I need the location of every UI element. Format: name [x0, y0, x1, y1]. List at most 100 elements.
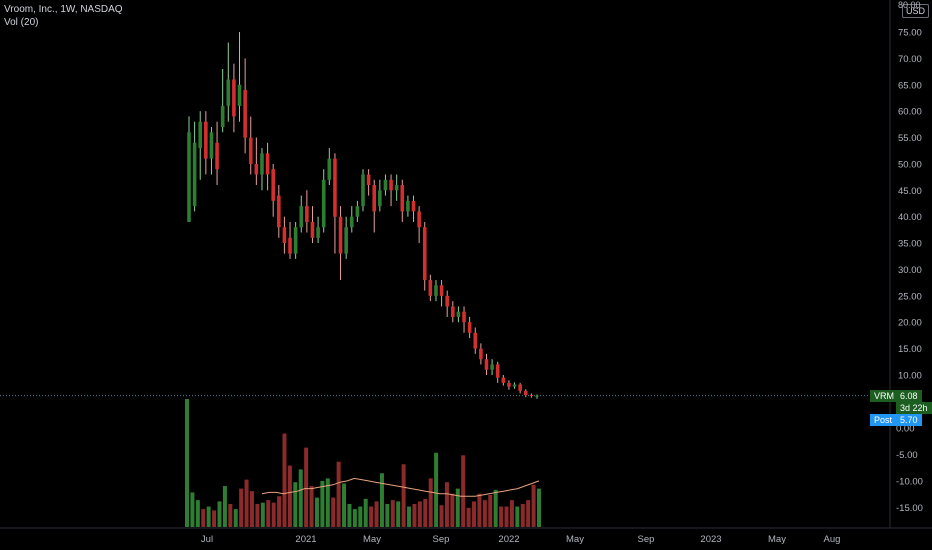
candle-body	[232, 79, 236, 117]
volume-bar	[271, 502, 276, 527]
volume-bar	[314, 497, 319, 527]
price-tick-label: 10.00	[898, 371, 922, 382]
price-tick-label: 35.00	[898, 239, 922, 250]
volume-bar	[336, 461, 341, 527]
candle-body	[288, 237, 292, 254]
volume-bar	[455, 488, 460, 527]
candle-body	[451, 306, 455, 317]
volume-bar	[331, 497, 336, 527]
volume-bar	[277, 496, 282, 527]
candle-body	[204, 121, 208, 159]
time-tick-label: May	[566, 534, 584, 545]
volume-bar	[520, 503, 525, 527]
volume-bar	[325, 478, 330, 527]
candle-body	[187, 132, 191, 222]
volume-bar	[493, 489, 498, 527]
candle-body	[321, 179, 326, 228]
price-tick-label: 50.00	[898, 159, 922, 170]
volume-bar	[239, 488, 244, 527]
volume-bar	[444, 482, 449, 527]
volume-bar	[390, 500, 395, 527]
post-label-tag: Post	[870, 413, 897, 426]
price-tick-label: 70.00	[898, 54, 922, 65]
candle-body	[400, 185, 405, 212]
volume-bar	[499, 506, 504, 527]
volume-bar	[450, 493, 455, 527]
volume-bar	[461, 455, 466, 527]
volume-bar	[228, 503, 233, 527]
volume-bar	[217, 501, 222, 527]
candle-body	[192, 142, 197, 207]
time-tick-label: 2021	[295, 534, 316, 545]
volume-bar	[260, 502, 265, 527]
volume-bar	[504, 506, 509, 527]
post-price-tag: 5.70	[896, 413, 922, 426]
volume-tick-label: -15.00	[896, 503, 923, 514]
volume-bar	[407, 506, 412, 527]
time-tick-label: Aug	[824, 534, 841, 545]
volume-bar	[195, 500, 200, 527]
price-tick-label: 60.00	[898, 107, 922, 118]
volume-ma-line	[261, 477, 540, 497]
price-tick-label: 25.00	[898, 291, 922, 302]
candle-body	[338, 216, 343, 254]
volume-bar	[537, 488, 541, 527]
candle-body	[372, 185, 377, 212]
volume-bar	[379, 473, 384, 527]
price-tick-label: 45.00	[898, 186, 922, 197]
candle-body	[378, 190, 382, 207]
volume-bar	[509, 500, 514, 527]
price-tick-label: 20.00	[898, 318, 922, 329]
volume-bar	[249, 491, 254, 527]
volume-bar	[282, 433, 287, 527]
volume-bar	[352, 509, 357, 527]
volume-bar	[206, 506, 211, 527]
volume-bar	[385, 503, 390, 527]
candle-body	[299, 206, 304, 228]
time-tick-label: Jul	[201, 534, 213, 545]
volume-bar	[293, 482, 298, 527]
countdown-tag: 3d 22h	[896, 401, 932, 414]
candle-body	[473, 332, 478, 349]
candle-body	[507, 382, 511, 387]
volume-indicator-label[interactable]: Vol (20)	[4, 17, 39, 28]
candle-body	[445, 295, 449, 307]
candle-body	[484, 359, 489, 370]
candle-body	[366, 174, 371, 186]
volume-bar	[434, 452, 439, 527]
volume-tick-label: -5.00	[896, 450, 918, 461]
price-tick-label: 40.00	[898, 212, 922, 223]
volume-bar	[185, 399, 189, 527]
candle-body	[333, 158, 337, 217]
candle-body	[327, 158, 332, 180]
candle-body	[462, 311, 466, 323]
candle-body	[344, 227, 348, 254]
candle-body	[260, 153, 264, 175]
candle-body	[277, 195, 281, 228]
volume-bar	[233, 509, 238, 527]
candle-body	[215, 142, 219, 170]
time-tick-label: 2023	[700, 534, 721, 545]
candle-body	[501, 377, 506, 383]
volume-bar	[466, 507, 471, 527]
volume-bar	[472, 501, 477, 527]
currency-badge[interactable]: USD	[902, 4, 930, 18]
price-tick-label: 15.00	[898, 344, 922, 355]
volume-bar	[342, 483, 347, 527]
volume-bar	[515, 506, 520, 527]
candle-body	[349, 216, 354, 228]
volume-bar	[190, 492, 195, 527]
volume-bar	[212, 510, 217, 527]
candle-body	[226, 79, 231, 106]
volume-bar	[488, 495, 493, 527]
volume-tick-label: 0.00	[896, 424, 915, 435]
volume-bar	[201, 509, 206, 527]
candle-body	[495, 364, 500, 378]
volume-bar	[439, 505, 444, 527]
symbol-tag: VRM	[870, 389, 898, 402]
volume-tick-label: -10.00	[896, 477, 923, 488]
chart-title: Vroom, Inc., 1W, NASDAQ	[4, 4, 123, 15]
candle-body	[428, 280, 433, 296]
candle-body	[422, 227, 427, 281]
